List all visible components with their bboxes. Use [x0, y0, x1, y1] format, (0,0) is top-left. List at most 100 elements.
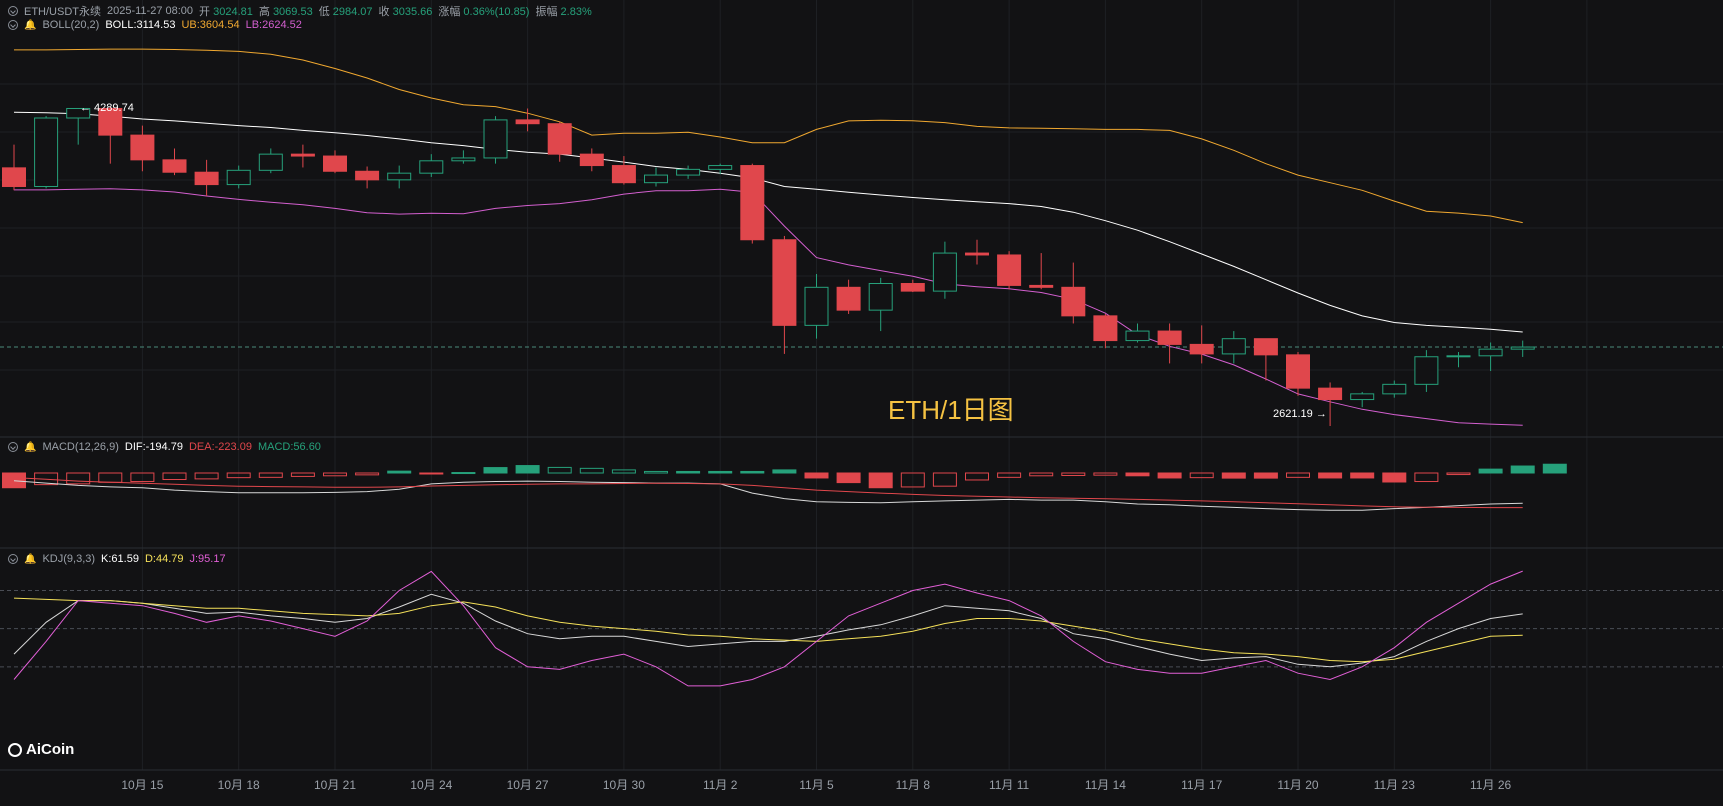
- macd-bar: [194, 472, 219, 480]
- x-axis-tick-label: 10月 27: [506, 778, 549, 792]
- candle: [1446, 352, 1471, 368]
- candle: [2, 144, 26, 191]
- candle-body: [194, 171, 219, 186]
- candle-body: [66, 107, 91, 119]
- candle-body: [1061, 286, 1086, 317]
- macd-bar: [868, 472, 893, 489]
- x-axis-tick-label: 10月 18: [217, 778, 260, 792]
- x-axis-tick-label: 11月 26: [1470, 778, 1512, 792]
- macd-layer: [2, 463, 1567, 511]
- candle-body: [1029, 284, 1054, 288]
- macd-bar: [1093, 472, 1118, 476]
- candle: [1286, 352, 1310, 396]
- macd-bar: [708, 470, 733, 474]
- bell-icon[interactable]: 🔔: [24, 441, 37, 453]
- macd-bar: [355, 472, 380, 476]
- candle: [323, 150, 347, 174]
- candle: [836, 279, 861, 314]
- macd-bar: [1286, 472, 1310, 478]
- bell-icon[interactable]: 🔔: [24, 553, 37, 565]
- macd-header: 🔔 MACD(12,26,9) DIF:-194.79 DEA:-223.09 …: [8, 441, 321, 453]
- macd-dea-value: DEA:-223.09: [188, 441, 252, 453]
- x-axis-tick-label: 11月 8: [895, 778, 931, 792]
- macd-bar: [579, 467, 604, 474]
- candle: [1478, 342, 1503, 372]
- bell-icon[interactable]: 🔔: [24, 19, 37, 31]
- candle-body: [1286, 354, 1310, 389]
- low-value: 2984.07: [332, 6, 373, 18]
- candle: [1157, 323, 1182, 364]
- candle-body: [34, 117, 59, 187]
- boll-lines: [13, 48, 1523, 426]
- candle-body: [1157, 330, 1182, 345]
- candle-body: [932, 252, 957, 292]
- x-axis-tick-label: 11月 2: [702, 778, 738, 792]
- amp-value: 2.83%: [560, 6, 592, 18]
- candle: [66, 107, 91, 145]
- macd-bar: [836, 472, 861, 484]
- high-value: 3069.53: [272, 6, 313, 18]
- candle-body: [579, 153, 604, 167]
- candle: [419, 154, 444, 177]
- open-value: 3024.81: [213, 6, 253, 18]
- high-annotation: ← 4289.74: [80, 102, 134, 114]
- macd-bar: [2, 472, 26, 489]
- collapse-icon[interactable]: [8, 20, 18, 30]
- candle: [34, 116, 59, 189]
- candle: [1318, 382, 1343, 427]
- open-label: 开: [199, 6, 211, 18]
- macd-bar: [483, 467, 508, 474]
- collapse-icon[interactable]: [8, 6, 18, 16]
- macd-bar: [1253, 472, 1278, 479]
- candle: [1125, 323, 1150, 343]
- macd-bar: [772, 469, 797, 474]
- change-value: 0.36%(10.85): [463, 6, 530, 18]
- candle-body: [611, 165, 636, 184]
- boll-lower-line: [14, 188, 1523, 426]
- candle: [772, 235, 797, 354]
- candle-body: [868, 283, 893, 311]
- collapse-icon[interactable]: [8, 554, 18, 564]
- candle: [1221, 331, 1246, 364]
- candle: [900, 279, 925, 293]
- candle: [1253, 338, 1278, 381]
- boll-mid-value: BOLL:3114.53: [105, 19, 176, 31]
- candle: [579, 148, 604, 172]
- x-axis-tick-label: 11月 5: [799, 778, 834, 792]
- macd-bar: [66, 472, 91, 485]
- candle-body: [226, 169, 251, 186]
- candle-body: [355, 170, 380, 181]
- macd-bar: [804, 472, 829, 479]
- chart-grid: [0, 0, 1723, 771]
- candle: [355, 166, 380, 189]
- candles-layer: [2, 106, 1535, 427]
- candle: [932, 241, 957, 299]
- candle-body: [708, 165, 733, 170]
- x-axis-tick-label: 11月 11: [988, 778, 1030, 792]
- candle: [1189, 325, 1214, 364]
- macd-bar: [1029, 472, 1054, 477]
- x-axis-tick-label: 11月 14: [1084, 778, 1126, 792]
- candle: [194, 159, 219, 196]
- boll-mid-line: [13, 111, 1523, 333]
- candle-body: [676, 168, 701, 176]
- macd-bar: [290, 472, 315, 477]
- candle: [451, 150, 476, 164]
- close-label: 收: [378, 6, 390, 18]
- macd-bar: [1318, 472, 1343, 479]
- macd-bar: [932, 472, 957, 487]
- candle-body: [1382, 383, 1407, 395]
- date-label: 2025-11-27 08:00: [107, 5, 194, 17]
- candle-body: [772, 239, 797, 326]
- macd-bar: [644, 470, 668, 474]
- candle-body: [323, 155, 347, 172]
- x-axis-tick-label: 10月 15: [121, 778, 164, 792]
- candle-body: [836, 286, 861, 311]
- x-axis-tick-label: 10月 21: [313, 778, 357, 792]
- collapse-icon[interactable]: [8, 442, 18, 452]
- candle: [965, 239, 989, 265]
- kdj-label: KDJ(9,3,3): [42, 553, 96, 565]
- candle: [226, 165, 251, 189]
- macd-bar: [1542, 463, 1567, 474]
